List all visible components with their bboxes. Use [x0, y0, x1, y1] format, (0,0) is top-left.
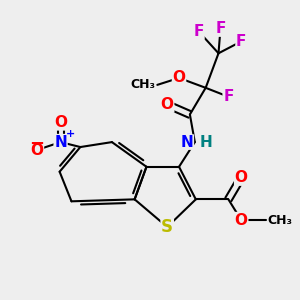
Text: F: F: [223, 89, 234, 104]
Text: +: +: [65, 129, 75, 139]
Text: S: S: [161, 218, 173, 236]
Text: O: O: [235, 170, 248, 185]
Text: O: O: [172, 70, 185, 86]
Text: O: O: [54, 115, 67, 130]
Text: N: N: [181, 135, 194, 150]
Text: F: F: [215, 21, 226, 36]
Text: O: O: [161, 97, 174, 112]
Text: F: F: [236, 34, 246, 49]
Text: N: N: [54, 135, 67, 150]
Text: −: −: [29, 135, 44, 153]
Text: F: F: [194, 24, 204, 39]
Text: O: O: [235, 213, 248, 228]
Text: H: H: [200, 135, 212, 150]
Text: CH₃: CH₃: [130, 78, 155, 92]
Text: CH₃: CH₃: [268, 214, 293, 226]
Text: O: O: [30, 142, 44, 158]
